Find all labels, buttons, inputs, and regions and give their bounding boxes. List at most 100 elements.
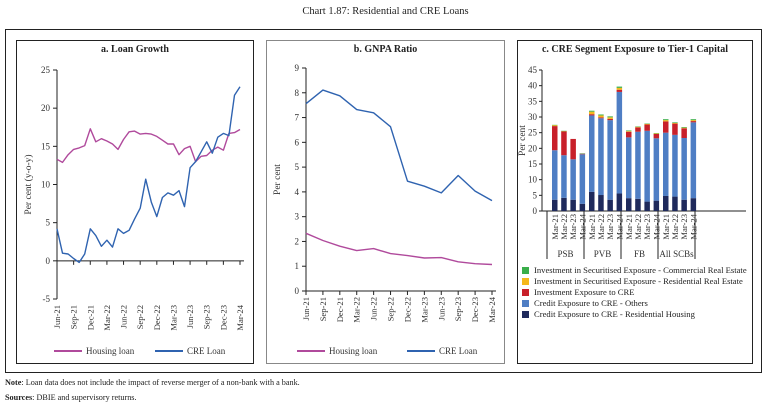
y-tick-label: 10 [528,175,538,185]
y-tick-label: 9 [295,63,300,73]
bar-segment-investment-cre [672,123,678,135]
sources-text: : DBIE and supervisory returns. [32,393,137,402]
x-tick-label: Mar-24 [651,213,661,239]
bar-segment-investment-cre [589,114,595,116]
x-tick-label: Dec-21 [85,305,95,330]
x-tick-label: Mar-23 [168,305,178,331]
x-tick-label: Jun-23 [185,305,195,328]
y-tick-label: 0 [533,206,538,216]
bar-segment-cre-others [570,159,576,200]
y-tick-label: 20 [41,103,51,113]
group-label: FB [634,249,645,259]
bar-segment-res-housing [561,197,567,211]
bar-segment-cre-others [644,130,650,202]
panel-title-gnpa-ratio: b. GNPA Ratio [353,44,418,55]
bar-segment-sec-residential [626,131,632,132]
y-tick-label: 15 [41,141,51,151]
chart-main-title: Chart 1.87: Residential and CRE Loans [302,6,469,17]
x-tick-label: Mar-22 [670,214,680,240]
x-tick-label: Mar-22 [596,214,606,240]
cre-loan-line [305,89,493,202]
y-tick-label: 10 [41,180,51,190]
cre-loan-line [56,86,241,264]
legend-item-sec-residential: Investment in Securitised Exposure - Res… [522,276,752,287]
x-tick-label: Dec-23 [218,305,228,330]
y-tick-label: 25 [41,65,51,75]
bar-segment-res-housing [635,198,641,211]
legend-label: Investment Exposure to CRE [534,287,635,297]
bar-segment-cre-others [690,122,697,199]
chart-sources: Sources: DBIE and supervisory returns. [5,393,137,402]
x-tick-label: Mar-22 [102,305,112,331]
bar-segment-sec-residential [663,120,669,122]
bar-segment-res-housing [663,195,669,211]
x-tick-label: Mar-24 [688,213,698,239]
legend-item-sec-commercial: Investment in Securitised Exposure - Com… [522,265,752,276]
x-tick-label: Sep-22 [135,305,145,329]
x-tick-label: Sep-21 [69,305,79,329]
bar-segment-cre-others [579,154,586,204]
y-axis-label: Per cent (y-o-y) [23,154,34,214]
bar-segment-cre-others [653,138,660,201]
bar-segment-res-housing [598,195,604,211]
bar-segment-cre-others [552,150,558,200]
bar-segment-sec-residential [616,87,623,90]
y-tick-label: 5 [46,218,51,228]
bar-segment-sec-residential [589,111,595,115]
legend-item-cre-others: Credit Exposure to CRE - Others [522,298,752,309]
bar-segment-res-housing [579,203,586,211]
bar-segment-res-housing [589,191,595,211]
x-tick-label: Dec-22 [152,305,162,330]
bar-segment-sec-commercial [607,116,613,118]
x-tick-label: Mar-23 [568,214,578,240]
bar-segment-investment-cre [552,126,558,151]
x-tick-label: Mar-22 [352,297,362,323]
x-tick-label: Mar-21 [624,214,634,240]
y-tick-label: 20 [528,143,538,153]
bar-segment-cre-others [635,131,641,199]
housing-loan-line [56,128,241,164]
bar-segment-sec-residential [598,115,604,118]
bar-segment-investment-cre [616,89,623,92]
y-tick-label: 0 [46,256,51,266]
bar-segment-cre-others [663,132,669,196]
note-label: Note [5,378,22,387]
y-axis-label: Per cent [273,164,283,195]
x-tick-label: Mar-24 [614,213,624,239]
x-tick-label: Mar-22 [559,214,569,240]
bar-segment-investment-cre [626,131,632,138]
bar-segment-sec-residential [644,123,650,125]
bar-segment-res-housing [672,196,678,211]
x-tick-label: Jun-22 [119,305,129,328]
y-tick-label: 15 [528,159,538,169]
bar-segment-investment-cre [653,133,660,139]
y-tick-label: 35 [528,96,538,106]
y-axis-label: Per cent [518,125,528,156]
bar-segment-res-housing [616,193,623,211]
y-tick-label: 25 [528,128,538,138]
bar-segment-cre-others [626,137,632,199]
sources-label: Sources [5,393,33,402]
bar-segment-res-housing [644,201,650,211]
bar-segment-investment-cre [644,124,650,131]
bar-segment-sec-commercial [672,122,678,123]
x-tick-label: Dec-23 [470,297,480,322]
bar-segment-cre-others [607,120,613,200]
bar-segment-investment-cre [579,153,586,155]
bar-segment-cre-others [672,134,678,197]
bar-segment-sec-commercial [616,86,623,88]
legend-label: CRE Loan [187,346,226,356]
x-tick-label: Mar-24 [235,304,245,330]
x-tick-label: Mar-24 [487,296,497,322]
bar-segment-res-housing [626,198,632,211]
bar-segment-sec-residential [681,127,687,129]
x-tick-label: Dec-22 [402,297,412,322]
y-tick-label: 0 [295,286,300,296]
chart-frame [5,29,762,373]
bar-segment-investment-cre [607,118,613,121]
bar-segment-sec-residential [690,120,697,122]
bar-segment-sec-residential [672,122,678,124]
bar-segment-cre-others [589,115,595,192]
bar-segment-res-housing [607,199,613,211]
legend-label: Housing loan [86,346,135,356]
